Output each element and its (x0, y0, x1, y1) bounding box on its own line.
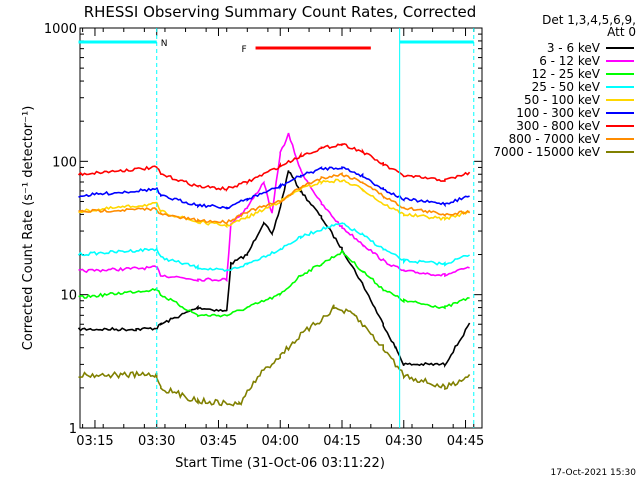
x-tick-label: 03:30 (138, 434, 175, 449)
series-line (78, 132, 470, 283)
x-tick-label: 04:45 (447, 434, 484, 449)
legend-label: 50 - 100 keV (524, 93, 601, 107)
y-tick-label: 10 (60, 289, 77, 304)
x-tick-label: 04:30 (385, 434, 422, 449)
legend-header: Att 0 (607, 25, 636, 39)
series-line (78, 178, 470, 229)
legend-label: 7000 - 15000 keV (493, 145, 600, 159)
series-line (77, 170, 471, 369)
series-line (77, 142, 471, 193)
chart-title: RHESSI Observing Summary Count Rates, Co… (84, 3, 477, 21)
night-marker-label: N (161, 39, 168, 49)
footer-timestamp: 17-Oct-2021 15:30 (551, 468, 637, 478)
y-axis-label: Corrected Count Rate (s⁻¹ detector⁻¹) (21, 106, 36, 351)
series-line (78, 172, 471, 225)
legend-label: 800 - 7000 keV (509, 132, 601, 146)
series-line (78, 166, 470, 210)
x-tick-label: 04:00 (262, 434, 299, 449)
legend-label: 3 - 6 keV (547, 41, 601, 55)
series-line (78, 304, 471, 407)
x-tick-label: 03:15 (76, 434, 113, 449)
legend-label: 25 - 50 keV (532, 80, 601, 94)
x-tick-label: 03:45 (200, 434, 237, 449)
x-axis-label: Start Time (31-Oct-06 03:11:22) (175, 456, 385, 471)
series-line (78, 249, 470, 318)
legend-header: Det 1,3,4,5,6,9, (542, 13, 636, 27)
flare-marker-label: F (242, 45, 247, 55)
series-line (77, 222, 471, 272)
y-tick-label: 100 (52, 155, 77, 170)
x-tick-label: 04:15 (323, 434, 360, 449)
plot-frame (79, 27, 483, 429)
y-tick-label: 1000 (44, 22, 77, 37)
legend-label: 12 - 25 keV (532, 67, 601, 81)
legend-label: 100 - 300 keV (516, 106, 600, 120)
legend-label: 6 - 12 keV (539, 54, 601, 68)
y-tick-label: 1 (69, 422, 77, 437)
legend-label: 300 - 800 keV (516, 119, 600, 133)
